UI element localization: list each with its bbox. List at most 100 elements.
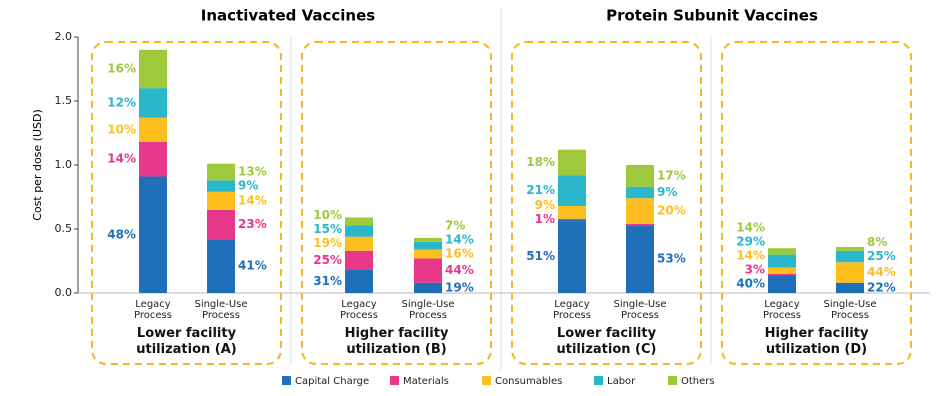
- bar-segment: [768, 267, 796, 274]
- share-label: 14%: [736, 221, 765, 235]
- share-label: 7%: [445, 218, 465, 232]
- y-tick-label: 1.0: [55, 158, 73, 171]
- group-box: [91, 41, 282, 365]
- share-label: 1%: [535, 212, 555, 226]
- bar-segment: [558, 175, 586, 206]
- bar-segment: [768, 275, 796, 293]
- bar-segment: [207, 191, 235, 210]
- x-tick-label: Legacy Process: [340, 299, 378, 321]
- legend-label: Materials: [403, 376, 449, 387]
- share-label: 18%: [526, 155, 555, 169]
- share-label: 20%: [657, 204, 686, 218]
- share-label: 14%: [736, 249, 765, 263]
- legend-swatch: [282, 376, 291, 385]
- legend-swatch: [594, 376, 603, 385]
- y-axis-label: Cost per dose (USD): [31, 109, 44, 221]
- share-label: 21%: [526, 183, 555, 197]
- share-label: 44%: [445, 263, 474, 277]
- legend-label: Labor: [607, 376, 636, 387]
- bar-segment: [414, 282, 442, 293]
- bar-segment: [207, 239, 235, 293]
- share-label: 12%: [107, 95, 136, 109]
- bar-segment: [345, 217, 373, 226]
- legend-swatch: [482, 376, 491, 385]
- share-label: 19%: [313, 236, 342, 250]
- bar-segment: [558, 220, 586, 293]
- bar-segment: [768, 254, 796, 268]
- share-label: 9%: [657, 185, 677, 199]
- x-tick-label: Single-Use Process: [613, 299, 667, 321]
- bar-segment: [139, 176, 167, 293]
- group-box: [301, 41, 492, 365]
- legend-label: Others: [681, 376, 715, 387]
- share-label: 40%: [736, 277, 765, 291]
- bar-segment: [414, 237, 442, 242]
- bar-segment: [836, 246, 864, 251]
- bar-segment: [558, 218, 586, 221]
- share-label: 48%: [107, 227, 136, 241]
- share-label: 23%: [238, 217, 267, 231]
- bar-segment: [626, 165, 654, 187]
- share-label: 8%: [867, 235, 887, 249]
- bar-segment: [139, 88, 167, 118]
- legend-label: Capital Charge: [295, 376, 369, 387]
- share-label: 51%: [526, 249, 555, 263]
- share-label: 41%: [238, 259, 267, 273]
- share-label: 44%: [867, 265, 896, 279]
- legend-swatch: [668, 376, 677, 385]
- group-label: Higher facility utilization (D): [764, 326, 869, 357]
- share-label: 14%: [238, 193, 267, 207]
- bar-segment: [207, 163, 235, 181]
- bar-segment: [345, 250, 373, 270]
- share-label: 10%: [107, 122, 136, 136]
- panel-title: Inactivated Vaccines: [201, 7, 375, 25]
- share-label: 14%: [107, 152, 136, 166]
- group-box: [511, 41, 702, 365]
- bar-segment: [626, 186, 654, 199]
- y-tick-label: 0.5: [55, 222, 73, 235]
- bar-segment: [626, 223, 654, 226]
- share-label: 17%: [657, 168, 686, 182]
- x-tick-label: Legacy Process: [553, 299, 591, 321]
- legend-label: Consumables: [495, 376, 562, 387]
- bar-segment: [768, 248, 796, 255]
- bar-segment: [836, 282, 864, 293]
- bar-segment: [836, 250, 864, 263]
- share-label: 14%: [445, 232, 474, 246]
- bar-segment: [139, 117, 167, 142]
- share-label: 10%: [313, 208, 342, 222]
- bar-segment: [558, 205, 586, 219]
- x-tick-label: Single-Use Process: [194, 299, 248, 321]
- share-label: 16%: [445, 246, 474, 260]
- x-tick-label: Legacy Process: [134, 299, 172, 321]
- share-label: 16%: [107, 62, 136, 76]
- group-label: Lower facility utilization (C): [556, 326, 657, 357]
- y-tick-label: 2.0: [55, 30, 73, 43]
- bar-segment: [139, 141, 167, 177]
- share-label: 13%: [238, 165, 267, 179]
- bar-segment: [836, 262, 864, 283]
- share-label: 25%: [867, 249, 896, 263]
- share-label: 9%: [238, 179, 258, 193]
- share-label: 29%: [736, 235, 765, 249]
- share-label: 19%: [445, 280, 474, 294]
- bar-segment: [558, 149, 586, 176]
- y-tick-label: 0.0: [55, 286, 73, 299]
- share-label: 9%: [535, 198, 555, 212]
- share-label: 53%: [657, 252, 686, 266]
- bar-segment: [139, 49, 167, 89]
- x-tick-label: Single-Use Process: [401, 299, 455, 321]
- bar-segment: [414, 241, 442, 250]
- bar-segment: [626, 225, 654, 293]
- group-label: Lower facility utilization (A): [136, 326, 237, 357]
- y-tick-label: 1.5: [55, 94, 73, 107]
- bar-segment: [768, 273, 796, 276]
- bar-segment: [345, 269, 373, 293]
- legend-swatch: [390, 376, 399, 385]
- bar-segment: [207, 209, 235, 240]
- bar-segment: [345, 236, 373, 251]
- share-label: 3%: [745, 263, 765, 277]
- share-label: 15%: [313, 222, 342, 236]
